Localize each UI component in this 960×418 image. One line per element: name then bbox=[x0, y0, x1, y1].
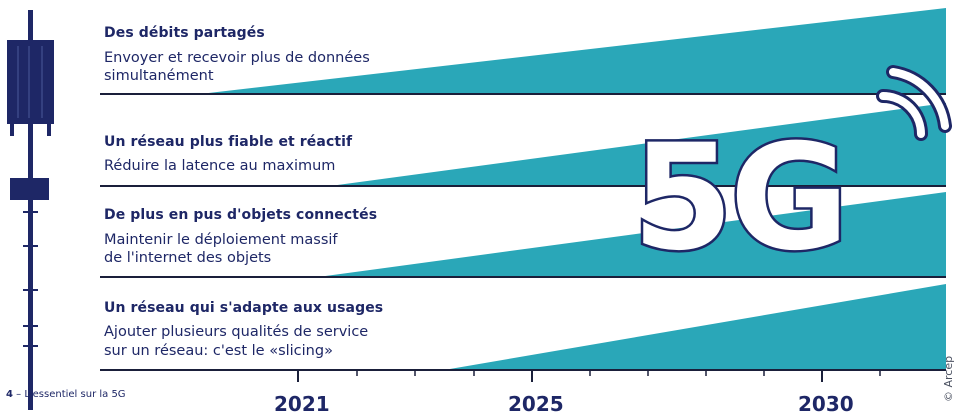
row-3-description-line-1: Maintenir le déploiement massif bbox=[104, 232, 338, 248]
page-number: 4 bbox=[6, 389, 13, 400]
wedge-row-4 bbox=[444, 284, 946, 370]
row-4-description-line-2: sur un réseau: c'est le «slicing» bbox=[104, 343, 333, 359]
wedge-row-2 bbox=[330, 103, 946, 186]
image-credit: © Arcep bbox=[942, 355, 955, 402]
5g-logo-text: 5G bbox=[632, 113, 845, 283]
row-3-title: De plus en pus d'objets connectés bbox=[104, 207, 378, 223]
caption-text: – L'essentiel sur la 5G bbox=[12, 389, 126, 400]
timeline-year-2021: 2021 bbox=[274, 392, 330, 416]
row-1-description-line-1: Envoyer et recevoir plus de données bbox=[104, 50, 370, 66]
wedge-row-1 bbox=[200, 8, 946, 94]
page-caption: 4 – L'essentiel sur la 5G bbox=[6, 389, 126, 400]
row-4-title: Un réseau qui s'adapte aux usages bbox=[104, 300, 384, 316]
timeline-ticks bbox=[356, 370, 881, 376]
row-2-description-line-1: Réduire la latence au maximum bbox=[104, 158, 336, 174]
timeline-year-2030: 2030 bbox=[798, 392, 854, 416]
row-1-title: Des débits partagés bbox=[104, 25, 265, 41]
wedge-row-3 bbox=[318, 192, 946, 277]
row-1-description-line-2: simultanément bbox=[104, 68, 214, 84]
row-3-description-line-2: de l'internet des objets bbox=[104, 250, 272, 266]
row-4-description-line-1: Ajouter plusieurs qualités de service bbox=[104, 324, 369, 340]
timeline-year-2025: 2025 bbox=[508, 392, 564, 416]
row-2-title: Un réseau plus fiable et réactif bbox=[104, 134, 353, 150]
timeline-major-ticks bbox=[297, 370, 823, 382]
antenna-tower-icon bbox=[7, 10, 54, 410]
5g-logo: 5G bbox=[630, 65, 952, 286]
